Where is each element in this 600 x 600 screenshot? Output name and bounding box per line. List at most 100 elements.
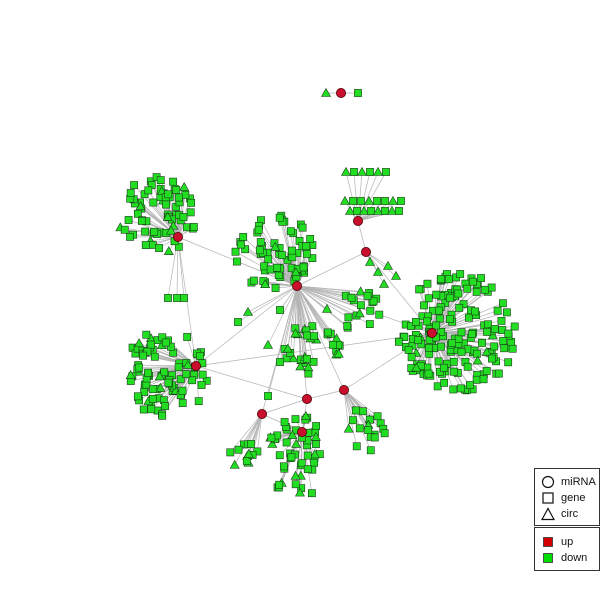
gene-node: [412, 318, 420, 326]
gene-node: [264, 392, 272, 400]
gene-node: [497, 316, 506, 325]
square-icon: [542, 492, 554, 504]
circ-node: [382, 260, 394, 270]
circ-node: [242, 306, 254, 316]
mirna-node: [296, 426, 307, 437]
gene-node: [508, 344, 517, 353]
gene-node: [276, 306, 284, 314]
network-edge: [258, 229, 298, 287]
gene-node: [504, 329, 513, 338]
gene-node: [353, 207, 361, 215]
gene-node: [271, 284, 280, 292]
gene-node: [457, 347, 466, 356]
gene-node: [133, 392, 142, 401]
red-square-icon: [543, 537, 553, 547]
green-square-icon: [543, 553, 553, 563]
gene-node: [463, 284, 472, 293]
gene-node: [282, 438, 291, 447]
network-edge: [250, 413, 263, 445]
network-edge: [257, 413, 263, 452]
gene-node: [482, 367, 491, 375]
gene-node: [255, 246, 264, 255]
gene-node: [202, 376, 211, 385]
gene-node: [510, 322, 519, 331]
circ-node: [291, 438, 302, 448]
gene-node: [380, 429, 389, 438]
gene-node: [504, 358, 513, 367]
gene-node: [350, 168, 358, 176]
circ-node: [162, 211, 173, 221]
gene-node: [267, 433, 276, 442]
network-edge: [365, 251, 385, 285]
circ-node: [339, 195, 351, 205]
gene-node: [404, 345, 413, 354]
gene-node: [133, 209, 142, 218]
gene-node: [351, 406, 360, 415]
circ-node: [300, 410, 311, 420]
gene-node: [120, 225, 129, 234]
gene-node: [169, 177, 177, 186]
gene-node: [434, 306, 443, 315]
legend-item-gene: gene: [541, 491, 585, 505]
gene-node: [280, 418, 289, 426]
gene-node: [323, 328, 332, 337]
gene-node: [349, 197, 357, 205]
gene-node: [493, 306, 502, 315]
gene-node: [309, 357, 318, 366]
gene-node: [306, 235, 315, 243]
gene-node: [436, 275, 445, 283]
circ-node: [290, 470, 301, 480]
gene-node: [437, 342, 445, 351]
gene-node: [297, 459, 306, 468]
gene-node: [130, 181, 139, 189]
circ-node: [125, 369, 136, 379]
legend-label: up: [561, 536, 574, 548]
gene-node: [147, 405, 156, 414]
gene-node: [500, 344, 509, 353]
gene-node: [478, 339, 486, 347]
gene-node: [186, 208, 195, 217]
gene-node: [249, 276, 258, 285]
legend-item-mirna: miRNA: [541, 475, 596, 489]
gene-node: [275, 213, 284, 222]
gene-node: [144, 368, 153, 377]
circ-node: [309, 449, 320, 459]
gene-node: [148, 395, 157, 403]
gene-node: [173, 294, 181, 302]
gene-node: [308, 322, 317, 331]
gene-node: [160, 368, 169, 377]
gene-node: [234, 445, 243, 454]
gene-node: [182, 370, 191, 379]
mirna-node: [291, 280, 302, 291]
gene-node: [457, 328, 466, 337]
circ-node: [372, 205, 384, 215]
gene-node: [502, 308, 511, 317]
gene-node: [254, 225, 263, 234]
gene-node: [432, 290, 441, 299]
circ-node: [262, 339, 274, 349]
gene-node: [275, 480, 284, 489]
gene-node: [469, 277, 477, 286]
network-edge: [306, 389, 345, 400]
gene-node: [440, 378, 449, 387]
circ-node: [372, 166, 384, 176]
network-edge: [265, 283, 298, 287]
gene-node: [178, 386, 187, 395]
circ-node: [229, 459, 240, 469]
gene-node: [472, 287, 481, 296]
gene-node: [373, 412, 382, 421]
circ-node: [310, 431, 321, 441]
gene-node: [433, 382, 442, 391]
network-edge: [296, 285, 360, 314]
gene-node: [139, 351, 147, 360]
gene-node: [260, 262, 268, 271]
gene-node: [288, 253, 297, 262]
gene-node: [471, 307, 479, 316]
circ-node: [472, 355, 483, 365]
gene-node: [472, 349, 481, 358]
gene-node: [174, 363, 183, 372]
gene-node: [435, 314, 444, 323]
mirna-node: [301, 393, 312, 404]
gene-node: [303, 451, 312, 460]
gene-node: [312, 440, 320, 448]
